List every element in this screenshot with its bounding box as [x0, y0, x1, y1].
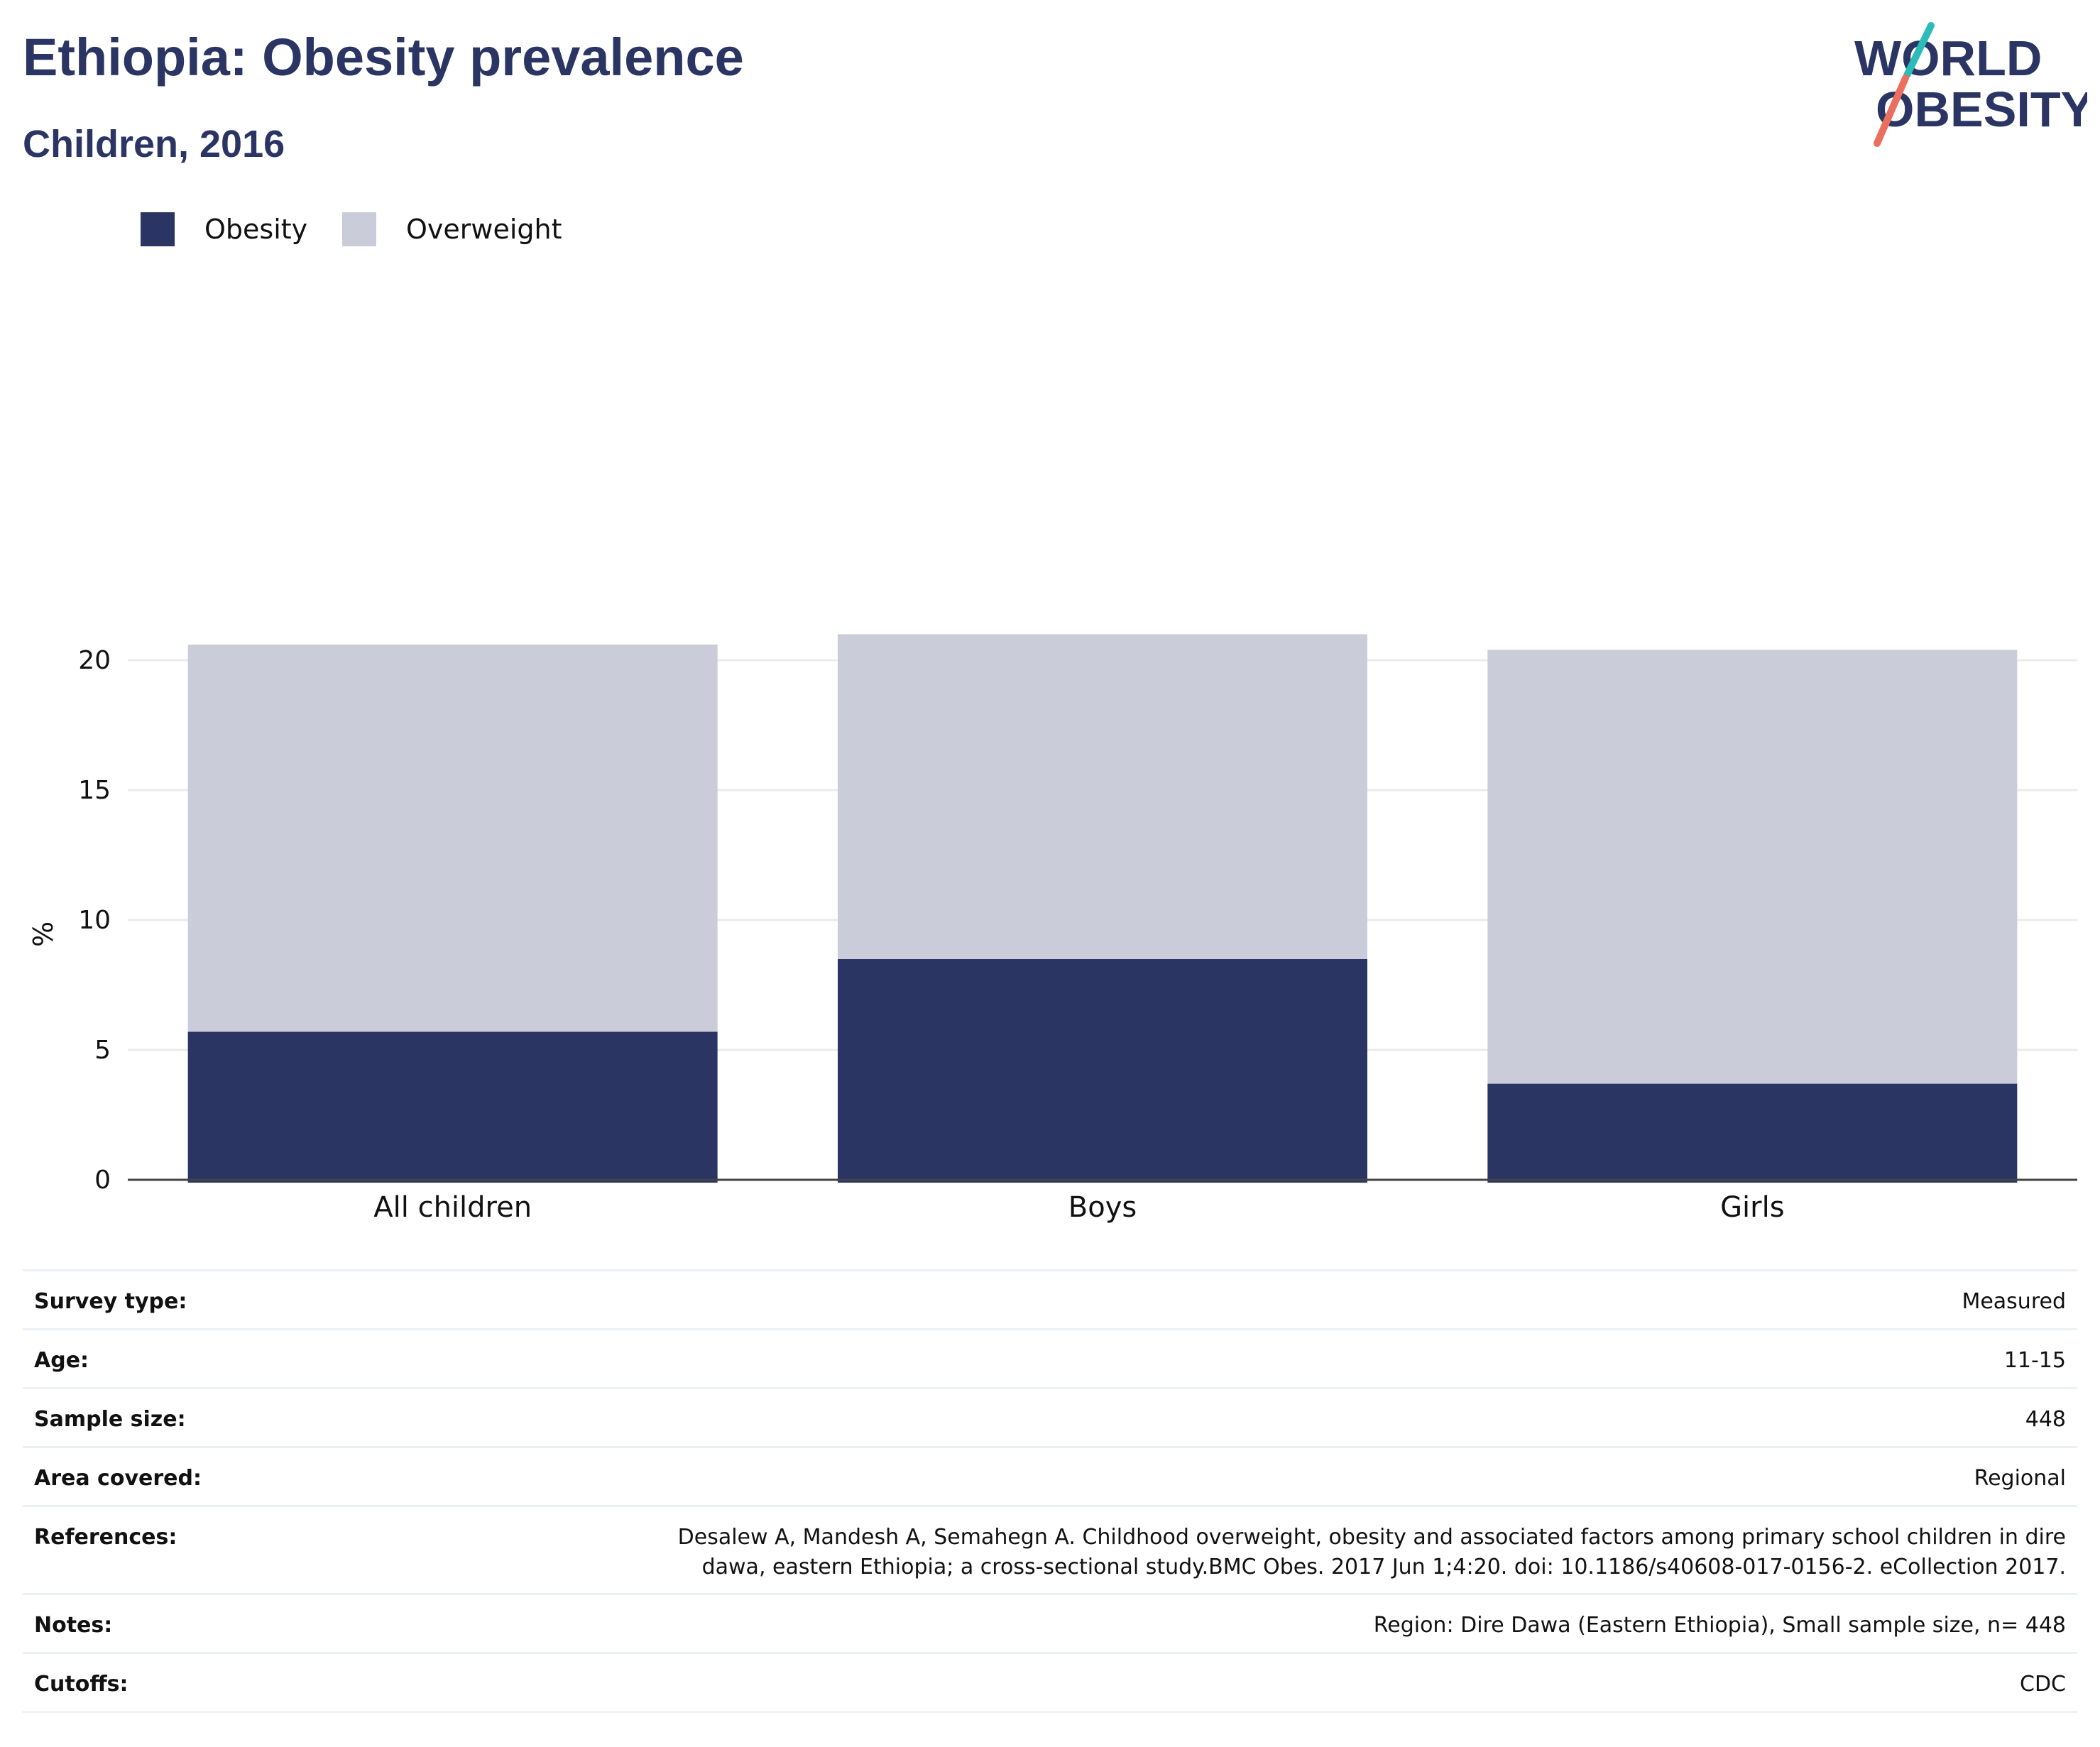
legend-label-obesity: Obesity — [204, 214, 308, 245]
logo-slash-bottom — [1874, 75, 1909, 147]
logo-slash-top — [1903, 22, 1935, 79]
survey-info-table: Survey type: Measured Age: 11-15 Sample size… — [23, 1269, 2077, 1713]
info-value: CDC — [329, 1653, 2077, 1713]
info-label: Sample size: — [23, 1388, 329, 1448]
info-row: Notes: Region: Dire Dawa (Eastern Ethiopi… — [23, 1594, 2077, 1654]
info-label: References: — [23, 1506, 329, 1595]
info-row: Cutoffs: CDC — [23, 1653, 2077, 1713]
world-obesity-logo: WORLD OBESITY — [1854, 22, 2087, 147]
info-row: Age: 11-15 — [23, 1329, 2077, 1389]
info-row: Sample size: 448 — [23, 1388, 2077, 1448]
chart-subtitle: Children, 2016 — [23, 123, 285, 165]
info-label: Age: — [23, 1329, 329, 1389]
info-value: 11-15 — [329, 1329, 2077, 1389]
legend-swatch-obesity — [141, 212, 175, 246]
info-value-line: Desalew A, Mandesh A, Semahegn A. Childh… — [677, 1525, 2066, 1550]
info-value: Measured — [329, 1270, 2077, 1330]
y-tick-label: 0 — [94, 1166, 111, 1195]
x-tick-label: Girls — [1720, 1191, 1785, 1224]
logo-text-line2: OBESITY — [1876, 82, 2087, 137]
y-axis-label: % — [28, 921, 59, 947]
y-tick-label: 20 — [78, 646, 111, 675]
info-value: Regional — [329, 1447, 2077, 1507]
bar-obesity-girls — [1487, 1083, 2018, 1183]
info-label: Cutoffs: — [23, 1653, 329, 1713]
logo-text-line1: WORLD — [1854, 31, 2042, 86]
info-label: Survey type: — [23, 1270, 329, 1330]
bar-overweight-girls — [1487, 650, 2018, 1084]
bar-overweight-all-children — [187, 645, 718, 1032]
bar-obesity-boys — [838, 958, 1367, 1183]
info-value: Desalew A, Mandesh A, Semahegn A. Childh… — [329, 1506, 2077, 1595]
bar-chart: 0 5 10 15 20% All children Boys Girls — [28, 634, 2077, 1224]
bar-obesity-all-children — [187, 1031, 718, 1183]
y-tick-label: 15 — [78, 776, 111, 805]
info-row: References: Desalew A, Mandesh A, Semaheg… — [23, 1506, 2077, 1595]
legend-label-overweight: Overweight — [406, 214, 562, 245]
info-row: Area covered: Regional — [23, 1447, 2077, 1507]
info-label: Notes: — [23, 1594, 329, 1654]
chart-title: Ethiopia: Obesity prevalence — [23, 28, 744, 87]
x-tick-label: Boys — [1068, 1191, 1137, 1224]
bar-overweight-boys — [838, 634, 1367, 959]
y-tick-label: 5 — [94, 1036, 111, 1065]
info-row: Survey type: Measured — [23, 1270, 2077, 1330]
info-value: 448 — [329, 1388, 2077, 1448]
info-value: Region: Dire Dawa (Eastern Ethiopia), Sm… — [329, 1594, 2077, 1654]
info-label: Area covered: — [23, 1447, 329, 1507]
info-value-line: dawa, eastern Ethiopia; a cross-sectiona… — [701, 1555, 2066, 1579]
y-tick-label: 10 — [78, 906, 111, 935]
legend-swatch-overweight — [342, 212, 376, 246]
x-tick-label: All children — [373, 1191, 532, 1224]
